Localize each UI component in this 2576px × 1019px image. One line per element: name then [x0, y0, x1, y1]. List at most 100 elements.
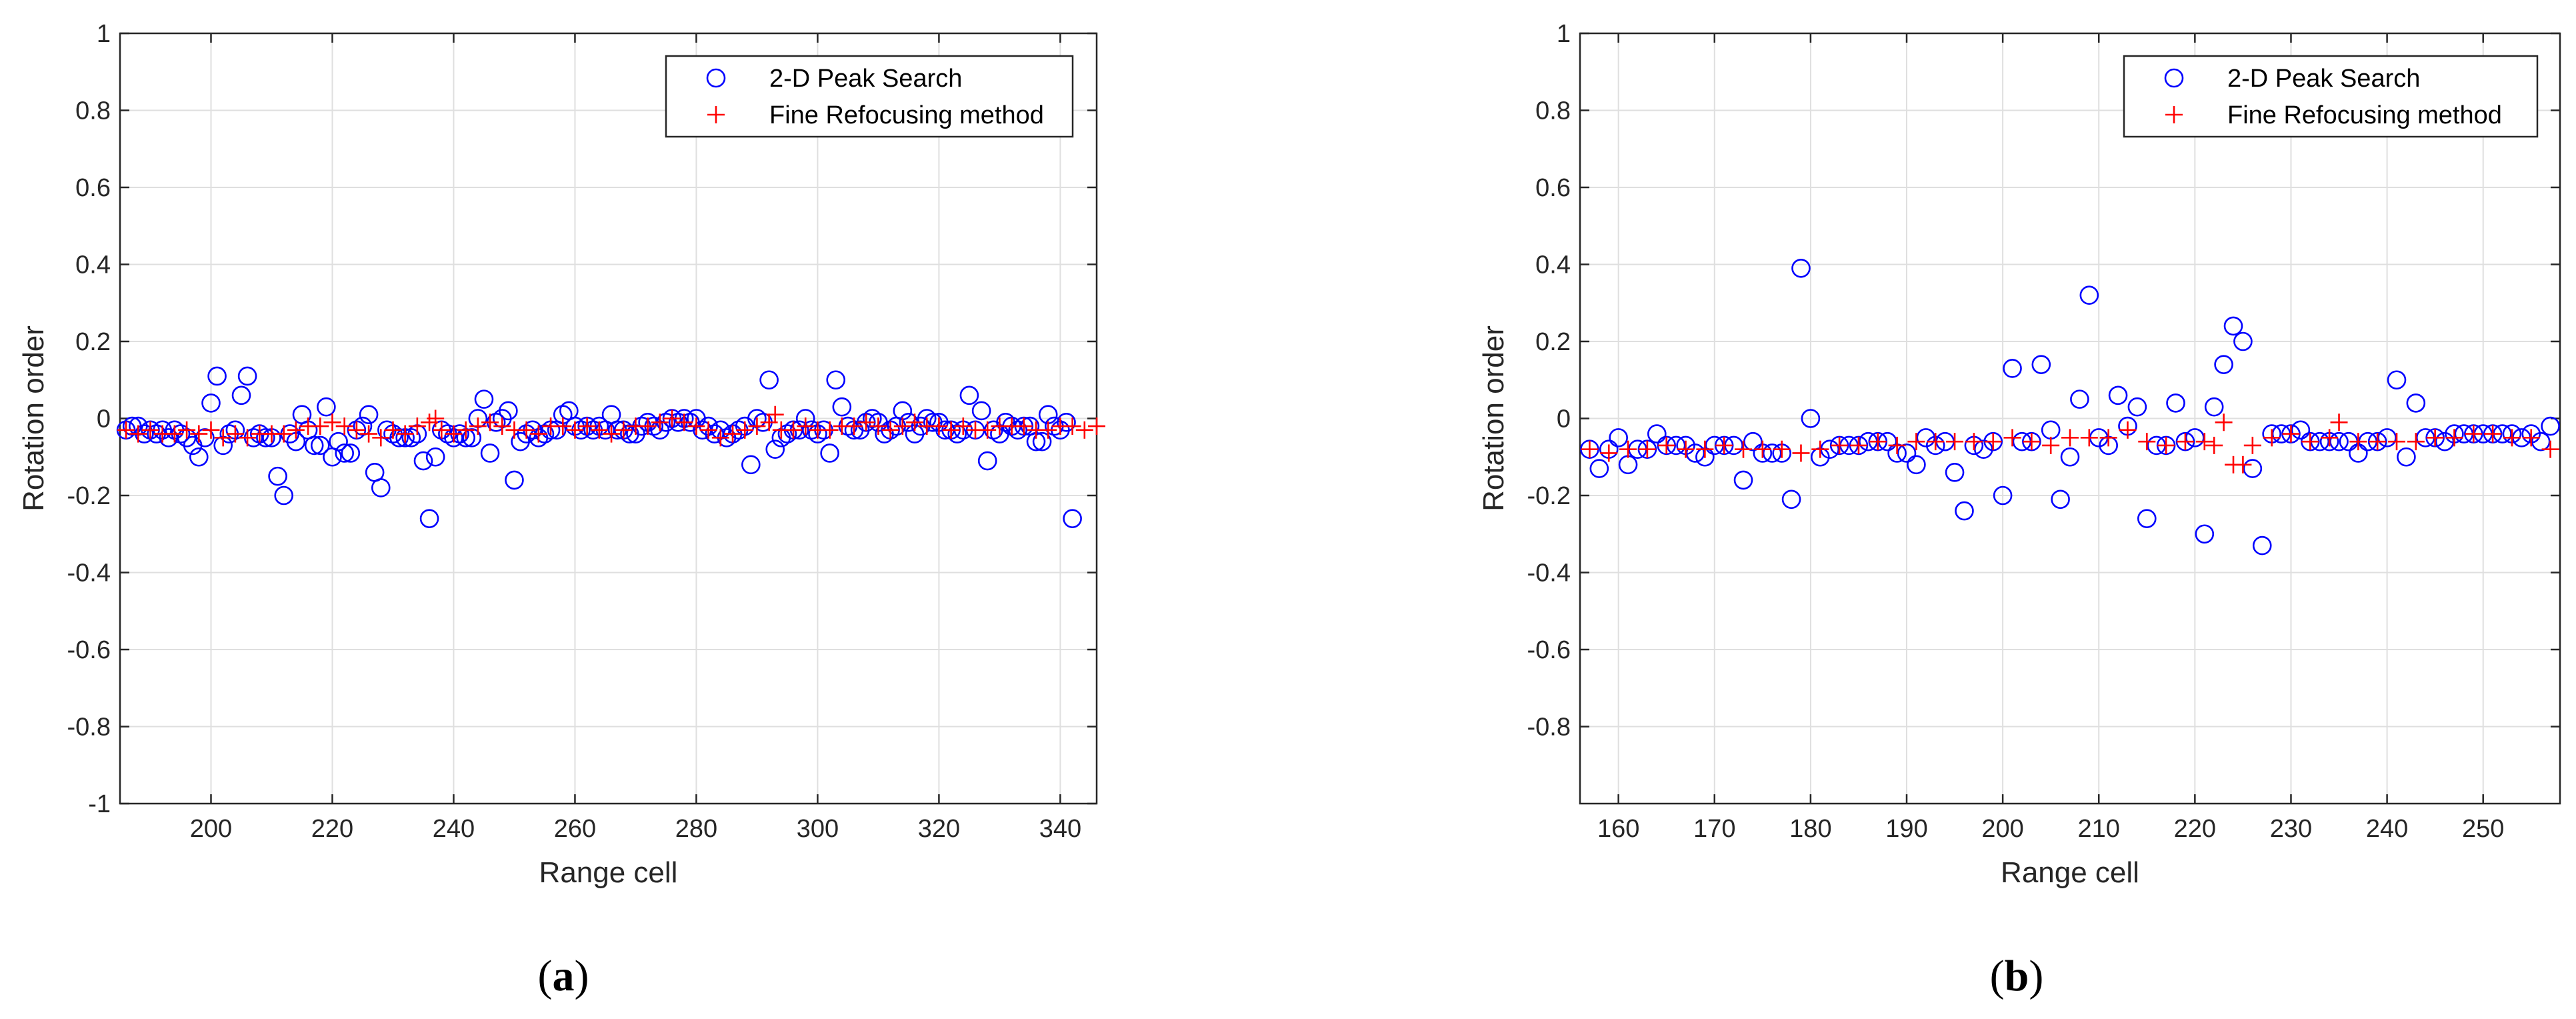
- data-point-circle: [2070, 389, 2089, 409]
- data-point-plus: [590, 421, 608, 439]
- data-point-plus: [1811, 440, 1829, 458]
- y-tick-label: -0.6: [67, 636, 111, 664]
- data-point-circle: [1801, 409, 1821, 428]
- data-point-plus: [2282, 425, 2300, 443]
- data-point-plus: [930, 417, 948, 435]
- data-point-circle: [329, 431, 348, 451]
- data-point-circle: [2060, 447, 2080, 467]
- data-point-circle: [480, 443, 500, 463]
- data-point-plus: [323, 413, 341, 431]
- data-point-plus: [942, 421, 960, 439]
- data-point-circle: [1647, 424, 1667, 443]
- data-point-plus: [785, 421, 803, 439]
- x-tick-label: 320: [918, 815, 960, 843]
- data-point-circle: [2195, 524, 2215, 544]
- data-point-circle: [371, 478, 391, 497]
- data-point-plus: [2080, 429, 2098, 447]
- x-tick-label: 180: [1789, 815, 1831, 843]
- data-point-circle: [2214, 355, 2233, 374]
- data-point-circle: [863, 409, 882, 428]
- data-point-plus: [711, 429, 729, 447]
- data-point-plus: [384, 421, 402, 439]
- data-point-circle: [1733, 470, 1753, 490]
- data-point-circle: [2185, 428, 2205, 447]
- data-point-plus: [427, 409, 445, 427]
- data-point-circle: [419, 509, 439, 528]
- legend-box: [665, 55, 1074, 138]
- data-point-plus: [1600, 444, 1618, 462]
- caption-close-paren: ): [2029, 952, 2043, 1000]
- data-point-plus: [1696, 440, 1714, 458]
- data-point-plus: [239, 429, 257, 447]
- y-tick-label: 0.2: [1535, 328, 1571, 356]
- y-tick-label: 0.8: [1535, 97, 1571, 125]
- data-point-plus: [481, 413, 499, 431]
- data-point-circle: [237, 366, 257, 386]
- data-point-plus: [1849, 436, 1867, 454]
- data-point-plus: [360, 425, 378, 443]
- data-point-plus: [2234, 455, 2252, 473]
- y-tick-label: -0.8: [1527, 714, 1571, 742]
- data-point-circle: [2531, 431, 2551, 451]
- data-point-circle: [2127, 397, 2147, 417]
- y-tick-label: 0.4: [75, 251, 111, 279]
- data-point-plus: [1677, 440, 1695, 458]
- x-tick-label: 210: [2078, 815, 2120, 843]
- caption-open-paren: (: [1990, 952, 2005, 1000]
- data-point-circle: [971, 401, 991, 421]
- x-tick-label: 260: [554, 815, 596, 843]
- data-point-plus: [748, 417, 766, 435]
- data-point-plus: [287, 421, 305, 439]
- data-point-plus: [1039, 421, 1057, 439]
- data-point-circle: [189, 447, 209, 467]
- data-point-circle: [425, 447, 445, 467]
- panel-caption: (a): [538, 952, 589, 1000]
- data-point-circle: [1907, 455, 1926, 475]
- data-point-plus: [335, 417, 353, 435]
- data-point-circle: [401, 428, 421, 447]
- data-point-plus: [2243, 436, 2261, 454]
- data-point-plus: [214, 429, 232, 447]
- x-tick-label: 220: [2174, 815, 2216, 843]
- data-point-plus: [2061, 429, 2079, 447]
- data-point-plus: [202, 421, 220, 439]
- data-point-plus: [1638, 440, 1656, 458]
- data-point-circle: [2108, 385, 2128, 405]
- data-point-plus: [1088, 417, 1105, 435]
- data-point-plus: [1063, 417, 1081, 435]
- data-point-plus: [2541, 440, 2559, 458]
- data-point-plus: [408, 417, 426, 435]
- data-point-plus: [1792, 444, 1810, 462]
- data-point-plus: [699, 421, 717, 439]
- data-point-circle: [2137, 509, 2157, 528]
- data-point-plus: [2388, 433, 2405, 451]
- y-tick-label: 0: [1557, 405, 1571, 433]
- data-point-plus: [2369, 433, 2387, 451]
- y-tick-label: 0: [97, 405, 111, 433]
- data-point-plus: [2003, 429, 2021, 447]
- data-point-circle: [2435, 431, 2455, 451]
- data-point-plus: [881, 421, 899, 439]
- data-point-circle: [1008, 420, 1028, 440]
- data-point-circle: [2329, 431, 2349, 451]
- x-axis-label: Range cell: [2001, 856, 2139, 889]
- y-axis-label: Rotation order: [17, 325, 50, 512]
- data-point-plus: [1773, 440, 1791, 458]
- data-point-plus: [347, 421, 365, 439]
- data-point-circle: [947, 424, 967, 443]
- data-point-plus: [2426, 429, 2444, 447]
- data-point-circle: [274, 485, 293, 505]
- data-point-plus: [566, 421, 584, 439]
- data-point-plus: [2263, 429, 2281, 447]
- data-point-circle: [2387, 370, 2407, 390]
- data-point-circle: [353, 416, 373, 436]
- legend-entry-label: 2-D Peak Search: [769, 65, 962, 93]
- data-point-circle: [1609, 428, 1628, 447]
- x-tick-label: 230: [2270, 815, 2312, 843]
- data-point-plus: [1735, 440, 1752, 458]
- y-tick-label: -0.2: [67, 482, 111, 510]
- x-axis-label: Range cell: [539, 856, 678, 889]
- data-point-plus: [2138, 433, 2156, 451]
- data-point-plus: [141, 421, 159, 439]
